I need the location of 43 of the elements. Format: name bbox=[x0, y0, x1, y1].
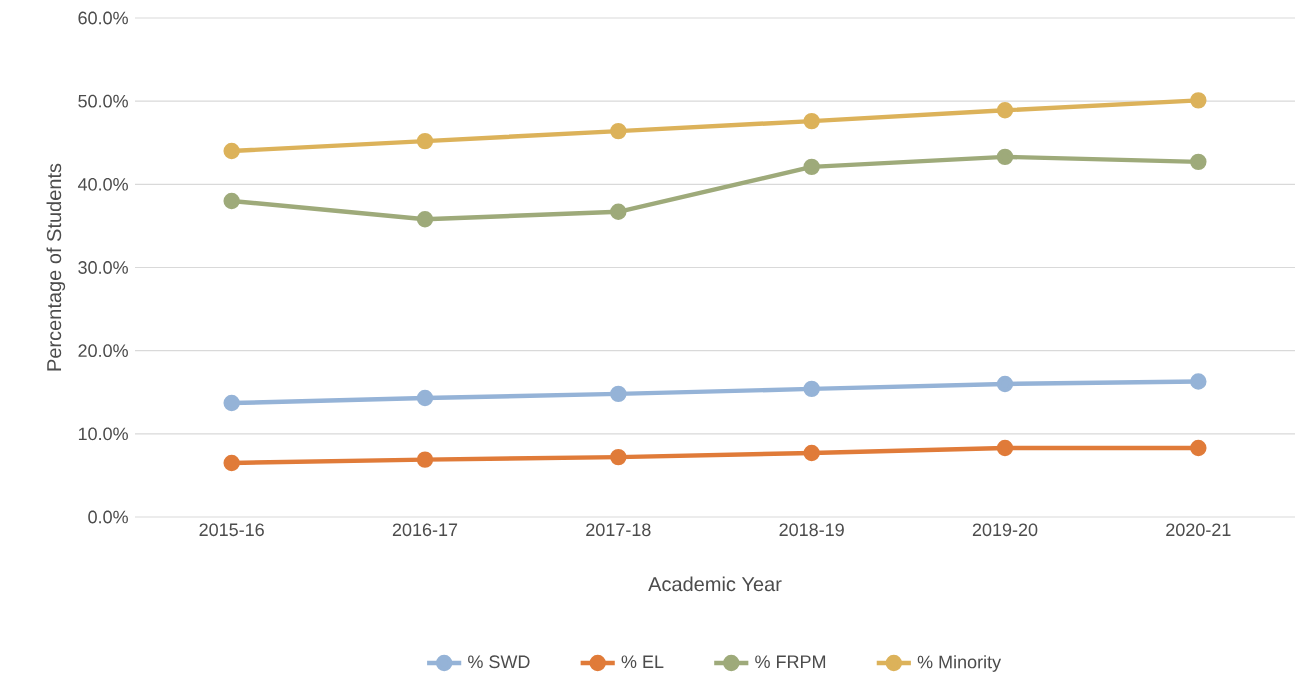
point bbox=[1190, 153, 1207, 171]
x-tick-label: 2017-18 bbox=[586, 523, 651, 537]
point bbox=[223, 394, 240, 412]
legend-label: % EL bbox=[621, 655, 664, 669]
point bbox=[1190, 373, 1207, 390]
x-axis-title: Academic Year bbox=[648, 576, 782, 592]
x-tick-label: 2019-20 bbox=[972, 523, 1038, 537]
point bbox=[610, 448, 627, 466]
y-tick-label: 20.0% bbox=[78, 344, 128, 358]
y-tick-label: 40.0% bbox=[77, 178, 128, 191]
point bbox=[803, 444, 820, 462]
point bbox=[610, 203, 627, 221]
point bbox=[996, 102, 1014, 119]
point bbox=[416, 132, 434, 150]
point bbox=[416, 389, 434, 407]
y-tick-label: 50.0% bbox=[78, 94, 128, 108]
legend-label: % Minority bbox=[917, 655, 1002, 672]
point bbox=[610, 385, 627, 403]
point bbox=[996, 439, 1014, 457]
x-tick-label: 2016-17 bbox=[392, 523, 458, 537]
point bbox=[416, 451, 434, 468]
y-tick-label: 30.0% bbox=[78, 261, 128, 274]
y-tick-label: 10.0% bbox=[78, 427, 128, 441]
point bbox=[803, 158, 820, 176]
point bbox=[223, 454, 240, 472]
point bbox=[803, 112, 820, 130]
x-tick-label: 2015-16 bbox=[199, 523, 264, 537]
point bbox=[610, 122, 627, 140]
point bbox=[996, 148, 1014, 166]
x-tick-label: 2018-19 bbox=[779, 523, 844, 537]
point bbox=[416, 211, 434, 228]
point bbox=[803, 380, 820, 398]
point bbox=[223, 192, 240, 210]
y-tick-label: 60.0% bbox=[78, 11, 128, 25]
legend-label: % FRPM bbox=[755, 655, 826, 669]
point bbox=[1190, 439, 1207, 457]
x-tick-label: 2020-21 bbox=[1166, 523, 1231, 537]
y-tick-label: 0.0% bbox=[88, 510, 128, 524]
point bbox=[996, 375, 1014, 393]
point bbox=[223, 142, 240, 160]
point bbox=[1190, 92, 1207, 109]
legend-label: % SWD bbox=[468, 655, 530, 669]
y-axis-title: Percentage of Students bbox=[46, 163, 66, 371]
